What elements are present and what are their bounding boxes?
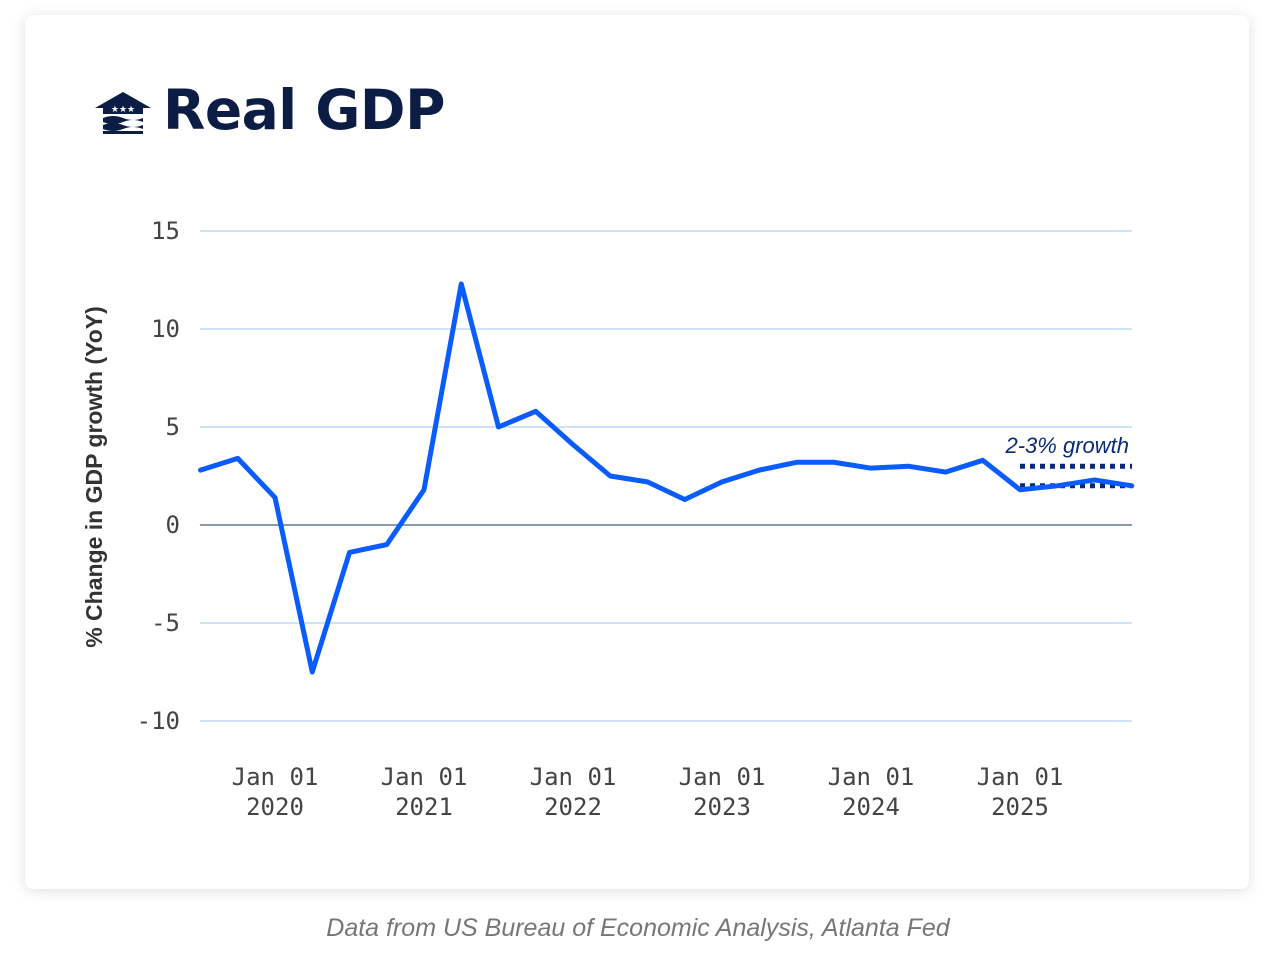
gdp-series-line — [198, 281, 1135, 675]
y-tick-label: 15 — [151, 217, 180, 245]
x-tick-label: Jan 01 — [381, 763, 468, 791]
y-tick-label: 5 — [166, 413, 180, 441]
svg-text:★★★: ★★★ — [111, 104, 135, 114]
x-tick-year: 2022 — [544, 793, 602, 821]
x-tick-year: 2024 — [842, 793, 900, 821]
y-tick-label: -5 — [151, 609, 180, 637]
house-flag-logo-icon: ★★★ — [95, 92, 151, 134]
source-caption: Data from US Bureau of Economic Analysis… — [326, 914, 950, 942]
page-title: Real GDP — [163, 78, 445, 142]
target-band-label: 2-3% growth — [1004, 433, 1129, 458]
x-tick-label: Jan 01 — [977, 763, 1064, 791]
x-tick-year: 2020 — [246, 793, 304, 821]
x-tick-label: Jan 01 — [828, 763, 915, 791]
y-tick-label: -10 — [137, 707, 180, 735]
x-tick-label: Jan 01 — [232, 763, 319, 791]
chart-card — [25, 15, 1249, 889]
y-axis-label: % Change in GDP growth (YoY) — [81, 306, 107, 648]
x-tick-year: 2023 — [693, 793, 751, 821]
y-tick-label: 0 — [166, 511, 180, 539]
x-tick-year: 2025 — [991, 793, 1049, 821]
x-tick-year: 2021 — [395, 793, 453, 821]
x-tick-label: Jan 01 — [679, 763, 766, 791]
x-tick-label: Jan 01 — [530, 763, 617, 791]
y-tick-label: 10 — [151, 315, 180, 343]
